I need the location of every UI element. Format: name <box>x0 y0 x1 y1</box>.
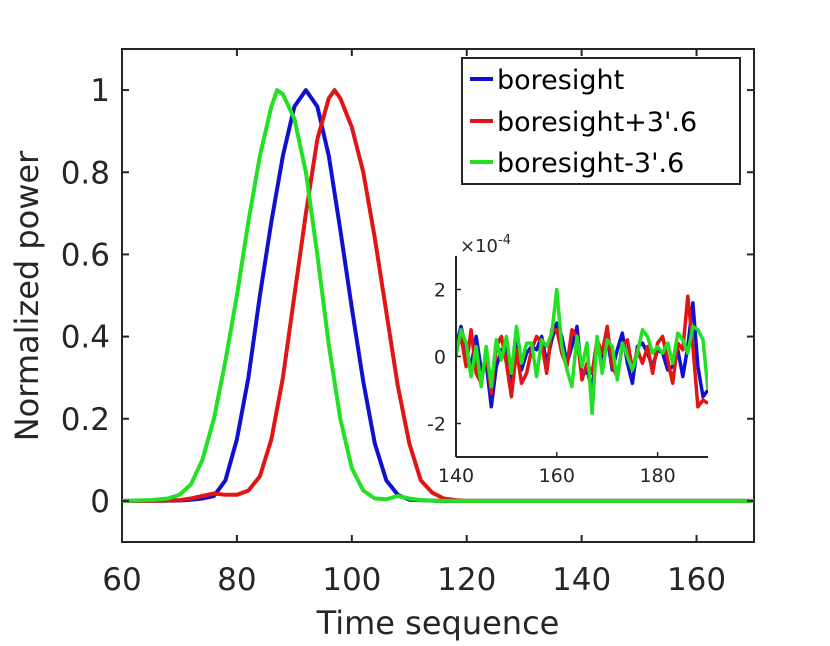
x-tick-label: 100 <box>322 562 381 598</box>
inset-axis-tick-labels: 140 160 180 -2 0 2 <box>427 280 676 488</box>
axis-ticks <box>121 49 754 542</box>
y-tick-label: 0 <box>90 484 110 520</box>
inset-exponent: ×10-4 <box>460 233 511 257</box>
inset-y-tick-label: -2 <box>427 414 446 436</box>
y-tick-label: 0.8 <box>61 155 110 191</box>
inset-chart: 140 160 180 -2 0 2 ×10-4 <box>427 233 708 487</box>
x-tick-label: 60 <box>102 562 141 598</box>
inset-axis-ticks <box>455 288 659 457</box>
inset-y-tick-label: 0 <box>434 347 446 369</box>
legend-box <box>461 57 741 185</box>
y-tick-label: 0.4 <box>61 320 110 356</box>
y-tick-label: 0.2 <box>61 402 110 438</box>
inset-series-line-boresight-3-6 <box>456 287 708 416</box>
legend-label-boresight-plus: boresight+3'.6 <box>497 107 697 138</box>
x-tick-label: 80 <box>217 562 256 598</box>
inset-exponent-power: -4 <box>498 233 511 248</box>
inset-y-tick-label: 2 <box>434 280 446 302</box>
x-tick-label: 140 <box>552 562 611 598</box>
inset-x-tick-label: 140 <box>438 465 474 487</box>
y-tick-label: 1 <box>90 73 110 109</box>
y-axis-label: Normalized power <box>8 150 46 441</box>
x-tick-label: 160 <box>667 562 726 598</box>
x-tick-label: 120 <box>437 562 496 598</box>
legend: boresight boresight+3'.6 boresight-3'.6 <box>461 57 741 185</box>
legend-label-boresight-minus: boresight-3'.6 <box>497 148 684 179</box>
inset-exponent-base: ×10 <box>460 236 498 257</box>
x-axis-label: Time sequence <box>316 604 560 642</box>
inset-series-group <box>456 287 708 416</box>
y-tick-label: 0.6 <box>61 237 110 273</box>
inset-x-tick-label: 160 <box>539 465 575 487</box>
legend-label-boresight: boresight <box>497 65 624 96</box>
series-group <box>122 88 754 503</box>
inset-x-tick-label: 180 <box>639 465 675 487</box>
axis-tick-labels: 60 80 100 120 140 160 0 0.2 0.4 0.6 0.8 1 <box>61 73 726 598</box>
series-line-boresight-3-6 <box>122 88 754 503</box>
